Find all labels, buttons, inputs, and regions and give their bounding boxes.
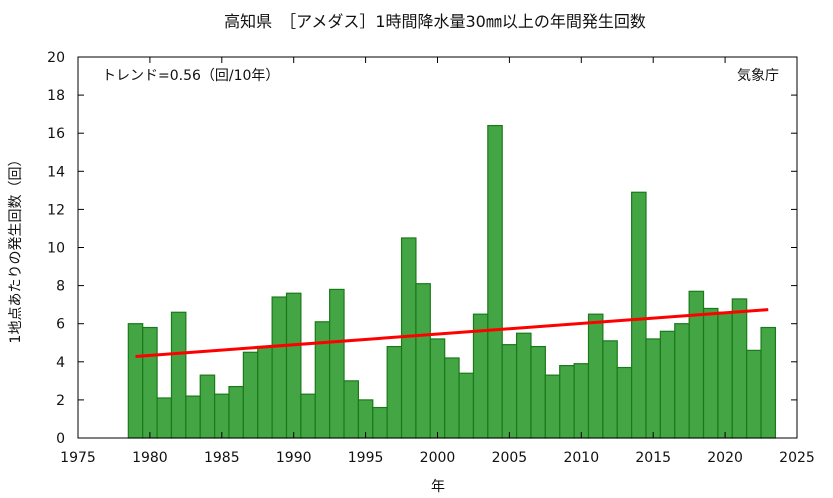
bar-2008	[544, 374, 561, 439]
y-tick-label: 4	[56, 355, 65, 371]
bar-2021	[731, 298, 748, 439]
x-tick-label: 2000	[420, 450, 456, 466]
y-tick-label: 12	[47, 202, 65, 218]
y-tick-label: 8	[56, 279, 65, 295]
bar-2023	[760, 326, 777, 439]
bar-2019	[702, 307, 719, 439]
bar-2002	[458, 372, 475, 439]
bar-series	[127, 124, 777, 439]
bar-1987	[242, 351, 259, 439]
y-tick-label: 14	[47, 164, 65, 180]
bar-2015	[645, 338, 661, 439]
bar-1993	[329, 288, 345, 439]
x-tick-label: 2010	[563, 450, 599, 466]
bar-1989	[271, 296, 288, 439]
bar-2005	[501, 344, 518, 439]
x-tick-label: 2015	[635, 450, 671, 466]
source-annotation: 気象庁	[737, 68, 779, 84]
bar-2012	[602, 340, 618, 439]
bar-1991	[300, 393, 316, 439]
x-tick-label: 2020	[707, 450, 743, 466]
bar-2000	[429, 338, 446, 439]
bar-1999	[415, 283, 431, 439]
x-tick-label: 1975	[60, 450, 96, 466]
bar-2020	[717, 311, 733, 439]
x-tick-label: 1980	[132, 450, 168, 466]
bar-2001	[444, 357, 460, 439]
bar-1980	[142, 326, 158, 439]
bar-2013	[616, 366, 633, 439]
bar-2010	[573, 363, 590, 439]
y-tick-label: 18	[47, 88, 65, 104]
bar-2022	[746, 349, 762, 439]
y-tick-label: 16	[47, 126, 65, 142]
bar-1990	[285, 292, 302, 439]
bar-2014	[631, 191, 647, 439]
bar-2017	[674, 323, 690, 439]
bar-1979	[127, 323, 144, 439]
y-tick-label: 20	[47, 50, 65, 66]
x-tick-label: 1995	[348, 450, 384, 466]
bar-1997	[386, 345, 403, 439]
bar-2007	[530, 345, 546, 439]
x-axis-label: 年	[431, 479, 445, 495]
y-axis: 0 2 4 6 8 10 12 14 16 18 20	[47, 50, 797, 447]
x-axis: 1975 1980 1985 1990 1995 2000 2005 2010 2015 2020…	[60, 57, 815, 466]
bar-2009	[559, 365, 575, 439]
bar-2004	[487, 124, 503, 439]
bar-2006	[515, 332, 532, 439]
bar-1982	[170, 311, 187, 439]
trend-line	[135, 308, 769, 358]
bar-1996	[372, 406, 388, 439]
y-tick-label: 6	[56, 317, 65, 333]
bar-2016	[659, 330, 676, 439]
bar-1986	[228, 385, 244, 439]
bar-1981	[156, 397, 173, 439]
bar-1992	[314, 321, 331, 439]
y-tick-label: 0	[56, 431, 65, 447]
bar-1988	[257, 345, 273, 439]
trend-annotation: トレンド=0.56（回/10年）	[102, 68, 279, 84]
y-axis-label: 1地点あたりの発生回数（回）	[8, 153, 24, 344]
chart-title: 高知県 ［アメダス］1時間降水量30㎜以上の年間発生回数	[224, 12, 646, 31]
x-tick-label: 1985	[204, 450, 240, 466]
y-tick-label: 10	[47, 241, 65, 257]
x-tick-label: 2025	[779, 450, 815, 466]
bar-1985	[214, 393, 230, 439]
bar-2011	[587, 313, 604, 439]
bar-1984	[199, 374, 216, 439]
x-tick-label: 1990	[276, 450, 312, 466]
bar-1983	[185, 395, 201, 439]
y-tick-label: 2	[56, 393, 65, 409]
bar-1994	[343, 380, 360, 439]
x-tick-label: 2005	[492, 450, 528, 466]
